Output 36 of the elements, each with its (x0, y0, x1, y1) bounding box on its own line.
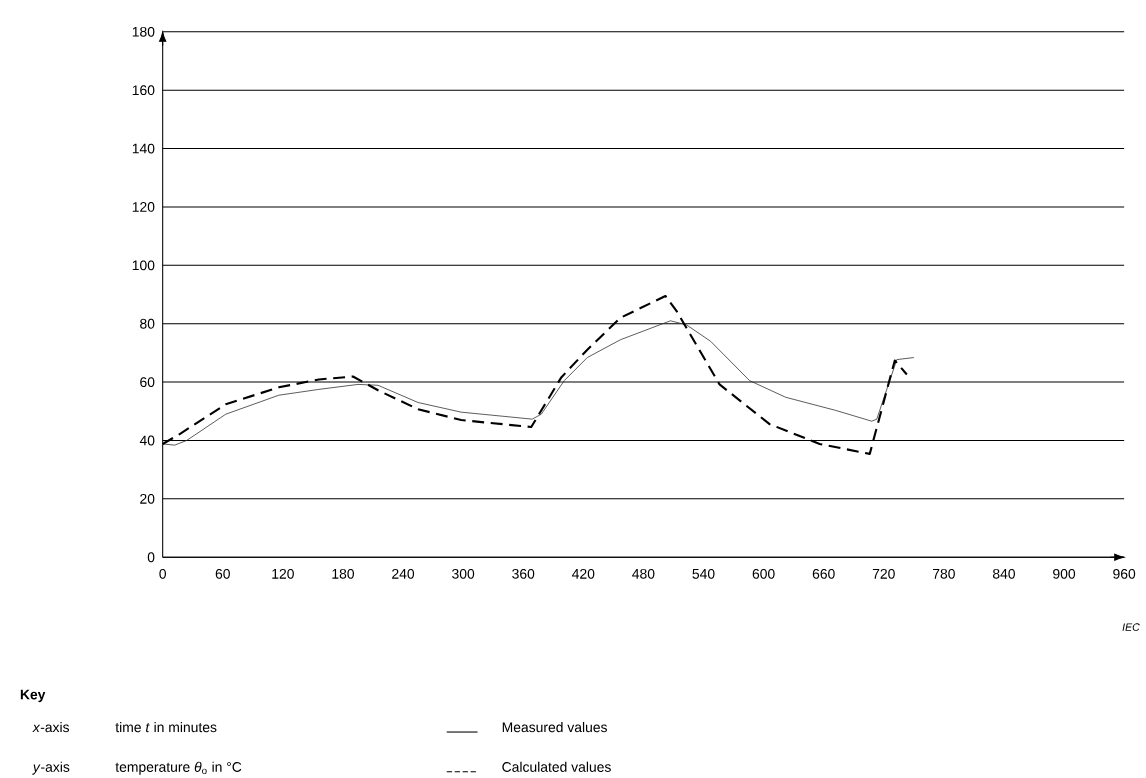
x-tick-label: 660 (812, 569, 835, 579)
text: Key (20, 689, 46, 703)
y-tick-label: 160 (132, 85, 155, 96)
x-tick-label: 360 (512, 569, 535, 579)
x-tick-label: 180 (332, 569, 354, 579)
text: IEC (1122, 623, 1140, 631)
line-series (162, 320, 915, 446)
legend-label: Measured values (502, 722, 607, 733)
x-tick-label: 960 (1113, 569, 1136, 579)
x-tick-label: 300 (452, 569, 475, 579)
y-tick-label: 0 (147, 552, 155, 563)
x-tick-label: 540 (692, 569, 715, 579)
text: time t in minutes (115, 722, 217, 733)
x-tick-label: 840 (992, 569, 1016, 579)
y-tick-label: 180 (132, 27, 155, 37)
x-tick-label: 780 (932, 569, 955, 579)
text: x-axis (32, 722, 70, 733)
x-tick-label: 420 (572, 569, 595, 579)
x-tick-label: 480 (632, 569, 655, 579)
text: temperature θ$_{o}$ in °C (115, 761, 242, 775)
x-tick-label: 0 (159, 569, 166, 579)
y-tick-label: 120 (132, 202, 155, 213)
y-tick-label: 20 (140, 494, 155, 504)
x-tick-label: 720 (872, 569, 895, 579)
x-tick-label: 60 (215, 569, 230, 579)
x-tick-label: 600 (752, 569, 775, 579)
text: y-axis (32, 761, 70, 775)
y-tick-label: 80 (140, 318, 155, 329)
x-tick-label: 900 (1053, 569, 1076, 579)
y-tick-label: 100 (132, 260, 155, 271)
y-tick-label: 140 (132, 143, 155, 154)
x-tick-label: 120 (272, 569, 294, 579)
y-tick-label: 40 (139, 435, 155, 446)
x-tick-label: 240 (392, 569, 415, 579)
legend-label: Calculated values (502, 761, 611, 773)
y-tick-label: 60 (140, 377, 155, 388)
